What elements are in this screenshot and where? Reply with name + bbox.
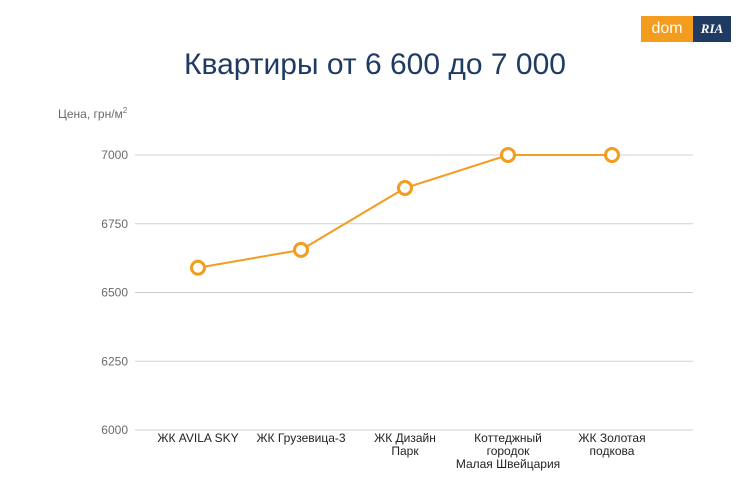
series-line [197,154,612,269]
y-tick-label: 6750 [101,217,128,231]
x-tick-label: ЖК Грузевица-3 [256,431,345,445]
x-tick-label: ЖК Дизайн Парк [374,431,436,458]
x-tick-label: Коттеджный городок Малая Швейцария [456,431,560,471]
logo-dom-part: dom [641,16,693,42]
data-point [500,147,516,163]
chart-title: Квартиры от 6 600 до 7 000 [184,48,566,81]
y-tick-label: 6250 [101,354,128,368]
y-axis-label: Цена, грн/м2 [58,106,127,121]
data-point [293,241,309,258]
data-point [604,147,620,163]
y-tick-label: 6500 [101,286,128,300]
logo-ria-part: RIA [693,16,731,42]
x-tick-label: ЖК AVILA SKY [157,431,238,445]
data-point [190,259,206,276]
y-tick-label: 7000 [101,148,128,162]
domria-logo[interactable]: dom RIA [641,16,731,42]
y-tick-label: 6000 [101,423,128,437]
data-point [397,180,413,196]
y-axis-label-sup: 2 [122,106,128,115]
x-tick-label: ЖК Золотая подкова [578,431,645,458]
y-axis-label-text: Цена, грн/м [58,107,123,121]
